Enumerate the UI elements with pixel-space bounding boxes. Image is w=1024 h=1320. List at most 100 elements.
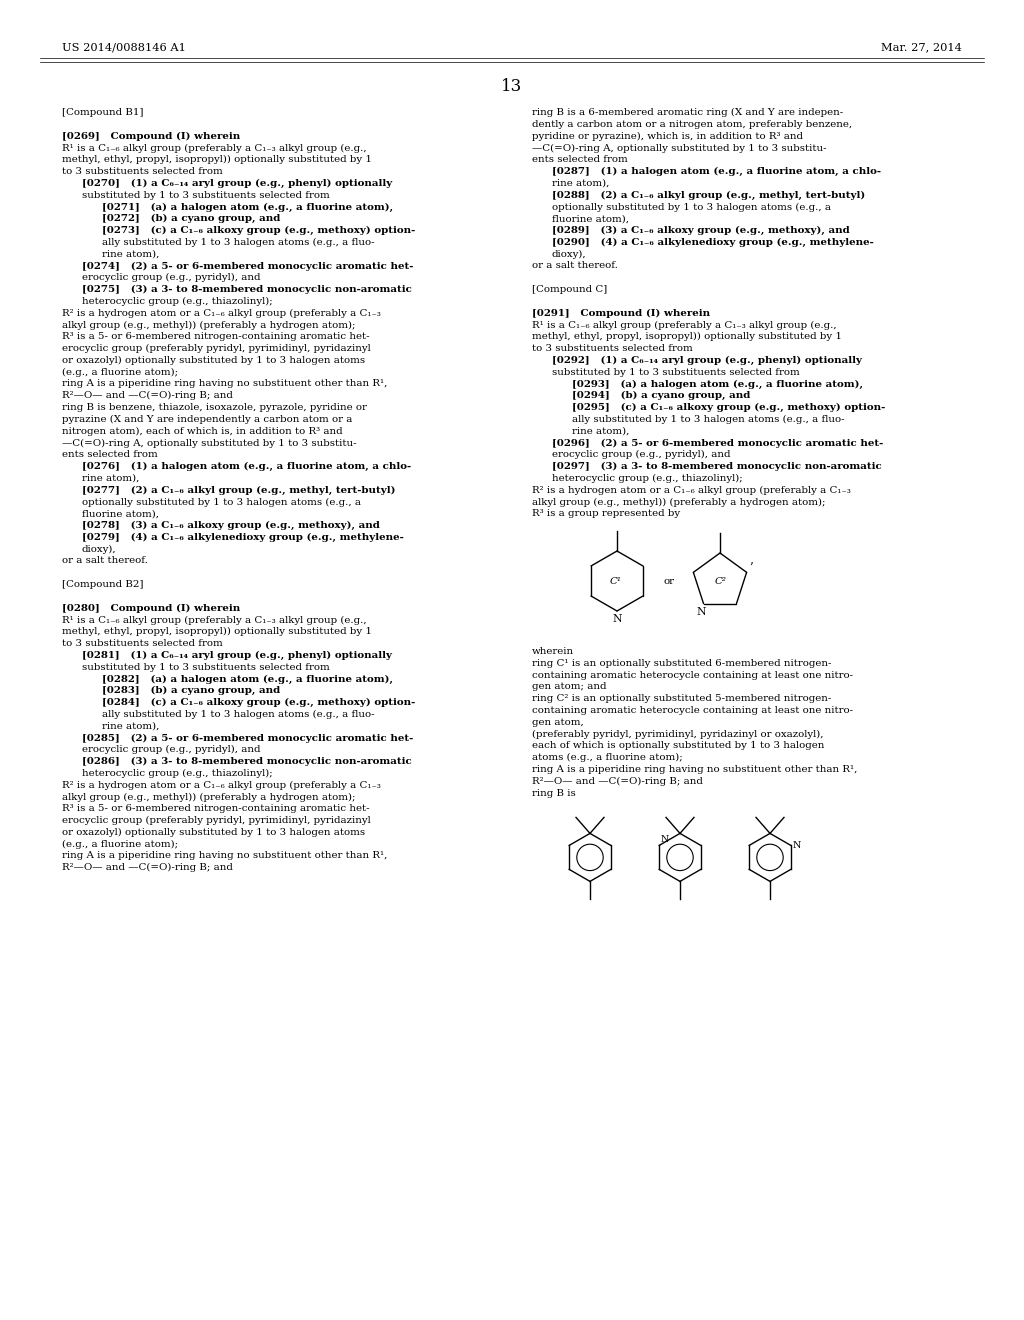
Text: [0291]   Compound (I) wherein: [0291] Compound (I) wherein <box>532 309 710 318</box>
Text: [0275]   (3) a 3- to 8-membered monocyclic non-aromatic: [0275] (3) a 3- to 8-membered monocyclic… <box>82 285 412 294</box>
Text: or: or <box>664 577 675 586</box>
Text: gen atom,: gen atom, <box>532 718 584 727</box>
Text: pyridine or pyrazine), which is, in addition to R³ and: pyridine or pyrazine), which is, in addi… <box>532 132 803 141</box>
Text: heterocyclic group (e.g., thiazolinyl);: heterocyclic group (e.g., thiazolinyl); <box>82 297 272 306</box>
Text: ring A is a piperidine ring having no substituent other than R¹,: ring A is a piperidine ring having no su… <box>532 766 857 774</box>
Text: (e.g., a fluorine atom);: (e.g., a fluorine atom); <box>62 367 178 376</box>
Text: R² is a hydrogen atom or a C₁₋₆ alkyl group (preferably a C₁₋₃: R² is a hydrogen atom or a C₁₋₆ alkyl gr… <box>62 780 381 789</box>
Text: (preferably pyridyl, pyrimidinyl, pyridazinyl or oxazolyl),: (preferably pyridyl, pyrimidinyl, pyrida… <box>532 730 823 739</box>
Text: [0290]   (4) a C₁₋₆ alkylenedioxy group (e.g., methylene-: [0290] (4) a C₁₋₆ alkylenedioxy group (e… <box>552 238 873 247</box>
Text: 13: 13 <box>502 78 522 95</box>
Text: R³ is a 5- or 6-membered nitrogen-containing aromatic het-: R³ is a 5- or 6-membered nitrogen-contai… <box>62 804 370 813</box>
Text: substituted by 1 to 3 substituents selected from: substituted by 1 to 3 substituents selec… <box>82 190 330 199</box>
Text: [0270]   (1) a C₆₋₁₄ aryl group (e.g., phenyl) optionally: [0270] (1) a C₆₋₁₄ aryl group (e.g., phe… <box>82 178 392 187</box>
Text: R²—O— and —C(=O)-ring B; and: R²—O— and —C(=O)-ring B; and <box>62 863 232 873</box>
Text: wherein: wherein <box>532 647 574 656</box>
Text: gen atom; and: gen atom; and <box>532 682 606 692</box>
Text: alkyl group (e.g., methyl)) (preferably a hydrogen atom);: alkyl group (e.g., methyl)) (preferably … <box>532 498 825 507</box>
Text: [0273]   (c) a C₁₋₆ alkoxy group (e.g., methoxy) option-: [0273] (c) a C₁₋₆ alkoxy group (e.g., me… <box>102 226 416 235</box>
Text: rine atom),: rine atom), <box>572 426 630 436</box>
Text: R² is a hydrogen atom or a C₁₋₆ alkyl group (preferably a C₁₋₃: R² is a hydrogen atom or a C₁₋₆ alkyl gr… <box>532 486 851 495</box>
Text: heterocyclic group (e.g., thiazolinyl);: heterocyclic group (e.g., thiazolinyl); <box>552 474 742 483</box>
Text: [0280]   Compound (I) wherein: [0280] Compound (I) wherein <box>62 603 241 612</box>
Text: [0282]   (a) a halogen atom (e.g., a fluorine atom),: [0282] (a) a halogen atom (e.g., a fluor… <box>102 675 393 684</box>
Text: methyl, ethyl, propyl, isopropyl)) optionally substituted by 1: methyl, ethyl, propyl, isopropyl)) optio… <box>62 627 372 636</box>
Text: fluorine atom),: fluorine atom), <box>552 214 629 223</box>
Text: [Compound B2]: [Compound B2] <box>62 579 143 589</box>
Text: erocyclic group (e.g., pyridyl), and: erocyclic group (e.g., pyridyl), and <box>82 746 260 754</box>
Text: [0283]   (b) a cyano group, and: [0283] (b) a cyano group, and <box>102 686 281 696</box>
Text: ring A is a piperidine ring having no substituent other than R¹,: ring A is a piperidine ring having no su… <box>62 379 387 388</box>
Text: alkyl group (e.g., methyl)) (preferably a hydrogen atom);: alkyl group (e.g., methyl)) (preferably … <box>62 792 355 801</box>
Text: —C(=O)-ring A, optionally substituted by 1 to 3 substitu-: —C(=O)-ring A, optionally substituted by… <box>532 144 826 153</box>
Text: optionally substituted by 1 to 3 halogen atoms (e.g., a: optionally substituted by 1 to 3 halogen… <box>82 498 361 507</box>
Text: [0269]   Compound (I) wherein: [0269] Compound (I) wherein <box>62 132 241 141</box>
Text: erocyclic group (e.g., pyridyl), and: erocyclic group (e.g., pyridyl), and <box>552 450 730 459</box>
Text: each of which is optionally substituted by 1 to 3 halogen: each of which is optionally substituted … <box>532 742 824 750</box>
Text: [0287]   (1) a halogen atom (e.g., a fluorine atom, a chlo-: [0287] (1) a halogen atom (e.g., a fluor… <box>552 168 881 176</box>
Text: ents selected from: ents selected from <box>62 450 158 459</box>
Text: N: N <box>612 614 622 624</box>
Text: ring B is a 6-membered aromatic ring (X and Y are indepen-: ring B is a 6-membered aromatic ring (X … <box>532 108 843 117</box>
Text: nitrogen atom), each of which is, in addition to R³ and: nitrogen atom), each of which is, in add… <box>62 426 343 436</box>
Text: [Compound B1]: [Compound B1] <box>62 108 143 117</box>
Text: or oxazolyl) optionally substituted by 1 to 3 halogen atoms: or oxazolyl) optionally substituted by 1… <box>62 356 366 364</box>
Text: C²: C² <box>715 577 727 586</box>
Text: Mar. 27, 2014: Mar. 27, 2014 <box>881 42 962 51</box>
Text: or a salt thereof.: or a salt thereof. <box>532 261 617 271</box>
Text: fluorine atom),: fluorine atom), <box>82 510 159 519</box>
Text: ’: ’ <box>750 562 754 574</box>
Text: [0279]   (4) a C₁₋₆ alkylenedioxy group (e.g., methylene-: [0279] (4) a C₁₋₆ alkylenedioxy group (e… <box>82 533 403 543</box>
Text: methyl, ethyl, propyl, isopropyl)) optionally substituted by 1: methyl, ethyl, propyl, isopropyl)) optio… <box>62 156 372 164</box>
Text: N: N <box>660 836 669 845</box>
Text: R² is a hydrogen atom or a C₁₋₆ alkyl group (preferably a C₁₋₃: R² is a hydrogen atom or a C₁₋₆ alkyl gr… <box>62 309 381 318</box>
Text: dioxy),: dioxy), <box>82 545 117 553</box>
Text: R²—O— and —C(=O)-ring B; and: R²—O— and —C(=O)-ring B; and <box>532 776 702 785</box>
Text: ring B is: ring B is <box>532 788 575 797</box>
Text: [0274]   (2) a 5- or 6-membered monocyclic aromatic het-: [0274] (2) a 5- or 6-membered monocyclic… <box>82 261 414 271</box>
Text: R³ is a group represented by: R³ is a group represented by <box>532 510 680 519</box>
Text: [0271]   (a) a halogen atom (e.g., a fluorine atom),: [0271] (a) a halogen atom (e.g., a fluor… <box>102 202 393 211</box>
Text: rine atom),: rine atom), <box>102 722 160 730</box>
Text: (e.g., a fluorine atom);: (e.g., a fluorine atom); <box>62 840 178 849</box>
Text: ring C² is an optionally substituted 5-membered nitrogen-: ring C² is an optionally substituted 5-m… <box>532 694 831 704</box>
Text: dently a carbon atom or a nitrogen atom, preferably benzene,: dently a carbon atom or a nitrogen atom,… <box>532 120 852 129</box>
Text: optionally substituted by 1 to 3 halogen atoms (e.g., a: optionally substituted by 1 to 3 halogen… <box>552 202 831 211</box>
Text: [0285]   (2) a 5- or 6-membered monocyclic aromatic het-: [0285] (2) a 5- or 6-membered monocyclic… <box>82 734 414 743</box>
Text: erocyclic group (e.g., pyridyl), and: erocyclic group (e.g., pyridyl), and <box>82 273 260 282</box>
Text: [0293]   (a) a halogen atom (e.g., a fluorine atom),: [0293] (a) a halogen atom (e.g., a fluor… <box>572 379 863 388</box>
Text: [0276]   (1) a halogen atom (e.g., a fluorine atom, a chlo-: [0276] (1) a halogen atom (e.g., a fluor… <box>82 462 411 471</box>
Text: substituted by 1 to 3 substituents selected from: substituted by 1 to 3 substituents selec… <box>552 367 800 376</box>
Text: atoms (e.g., a fluorine atom);: atoms (e.g., a fluorine atom); <box>532 754 683 763</box>
Text: [0292]   (1) a C₆₋₁₄ aryl group (e.g., phenyl) optionally: [0292] (1) a C₆₋₁₄ aryl group (e.g., phe… <box>552 356 862 364</box>
Text: methyl, ethyl, propyl, isopropyl)) optionally substituted by 1: methyl, ethyl, propyl, isopropyl)) optio… <box>532 333 842 342</box>
Text: [0281]   (1) a C₆₋₁₄ aryl group (e.g., phenyl) optionally: [0281] (1) a C₆₋₁₄ aryl group (e.g., phe… <box>82 651 392 660</box>
Text: heterocyclic group (e.g., thiazolinyl);: heterocyclic group (e.g., thiazolinyl); <box>82 768 272 777</box>
Text: ally substituted by 1 to 3 halogen atoms (e.g., a fluo-: ally substituted by 1 to 3 halogen atoms… <box>102 710 375 719</box>
Text: ring C¹ is an optionally substituted 6-membered nitrogen-: ring C¹ is an optionally substituted 6-m… <box>532 659 831 668</box>
Text: to 3 substituents selected from: to 3 substituents selected from <box>62 168 223 176</box>
Text: R¹ is a C₁₋₆ alkyl group (preferably a C₁₋₃ alkyl group (e.g.,: R¹ is a C₁₋₆ alkyl group (preferably a C… <box>62 615 367 624</box>
Text: C¹: C¹ <box>610 577 622 586</box>
Text: R²—O— and —C(=O)-ring B; and: R²—O— and —C(=O)-ring B; and <box>62 391 232 400</box>
Text: or a salt thereof.: or a salt thereof. <box>62 557 147 565</box>
Text: [0288]   (2) a C₁₋₆ alkyl group (e.g., methyl, tert-butyl): [0288] (2) a C₁₋₆ alkyl group (e.g., met… <box>552 190 865 199</box>
Text: R³ is a 5- or 6-membered nitrogen-containing aromatic het-: R³ is a 5- or 6-membered nitrogen-contai… <box>62 333 370 341</box>
Text: erocyclic group (preferably pyridyl, pyrimidinyl, pyridazinyl: erocyclic group (preferably pyridyl, pyr… <box>62 345 371 354</box>
Text: [0289]   (3) a C₁₋₆ alkoxy group (e.g., methoxy), and: [0289] (3) a C₁₋₆ alkoxy group (e.g., me… <box>552 226 850 235</box>
Text: [0278]   (3) a C₁₋₆ alkoxy group (e.g., methoxy), and: [0278] (3) a C₁₋₆ alkoxy group (e.g., me… <box>82 521 380 531</box>
Text: ring B is benzene, thiazole, isoxazole, pyrazole, pyridine or: ring B is benzene, thiazole, isoxazole, … <box>62 403 367 412</box>
Text: or oxazolyl) optionally substituted by 1 to 3 halogen atoms: or oxazolyl) optionally substituted by 1… <box>62 828 366 837</box>
Text: [0272]   (b) a cyano group, and: [0272] (b) a cyano group, and <box>102 214 281 223</box>
Text: rine atom),: rine atom), <box>82 474 139 483</box>
Text: ents selected from: ents selected from <box>532 156 628 164</box>
Text: [0296]   (2) a 5- or 6-membered monocyclic aromatic het-: [0296] (2) a 5- or 6-membered monocyclic… <box>552 438 884 447</box>
Text: ring A is a piperidine ring having no substituent other than R¹,: ring A is a piperidine ring having no su… <box>62 851 387 861</box>
Text: [0297]   (3) a 3- to 8-membered monocyclic non-aromatic: [0297] (3) a 3- to 8-membered monocyclic… <box>552 462 882 471</box>
Text: [0284]   (c) a C₁₋₆ alkoxy group (e.g., methoxy) option-: [0284] (c) a C₁₋₆ alkoxy group (e.g., me… <box>102 698 416 708</box>
Text: to 3 substituents selected from: to 3 substituents selected from <box>532 345 693 352</box>
Text: [0295]   (c) a C₁₋₆ alkoxy group (e.g., methoxy) option-: [0295] (c) a C₁₋₆ alkoxy group (e.g., me… <box>572 403 886 412</box>
Text: dioxy),: dioxy), <box>552 249 587 259</box>
Text: [0294]   (b) a cyano group, and: [0294] (b) a cyano group, and <box>572 391 751 400</box>
Text: erocyclic group (preferably pyridyl, pyrimidinyl, pyridazinyl: erocyclic group (preferably pyridyl, pyr… <box>62 816 371 825</box>
